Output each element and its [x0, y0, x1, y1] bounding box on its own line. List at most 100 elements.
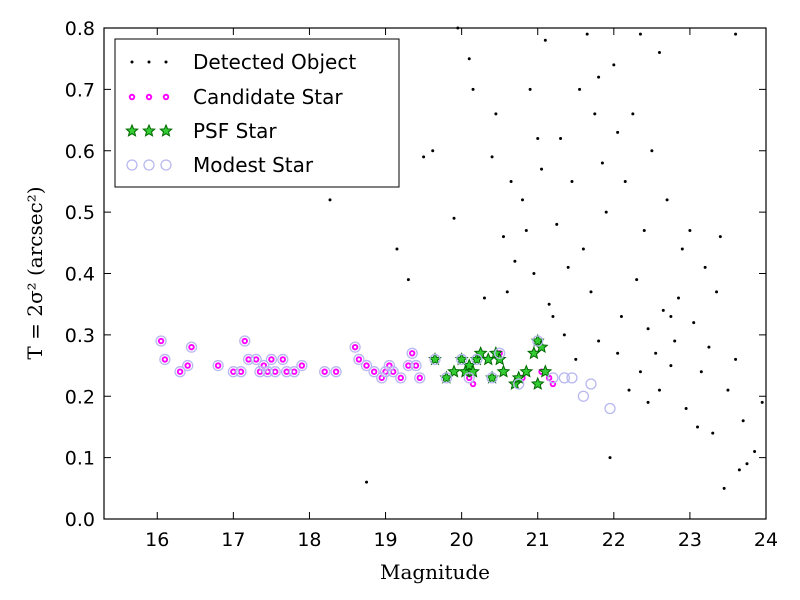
data-point — [597, 75, 601, 79]
data-point — [383, 359, 395, 372]
data-point — [559, 136, 563, 140]
data-point — [227, 366, 240, 378]
data-point — [360, 359, 373, 372]
data-point — [387, 366, 399, 378]
data-point — [490, 155, 494, 159]
legend-label: Modest Star — [193, 153, 314, 177]
x-tick-label: 16 — [145, 529, 169, 551]
data-point — [414, 372, 426, 384]
legend: Detected Object Candidate Star PSF Star Mod… — [114, 38, 400, 188]
data-point — [627, 388, 631, 392]
data-point — [486, 372, 498, 384]
data-point — [722, 486, 726, 490]
data-point — [505, 290, 509, 294]
data-point — [279, 356, 287, 363]
y-tick-label: 0.1 — [65, 448, 95, 470]
data-point — [669, 364, 673, 368]
data-point — [353, 353, 365, 366]
data-point — [566, 265, 570, 269]
legend-marker — [125, 123, 139, 137]
data-point — [254, 366, 266, 378]
data-point — [530, 376, 545, 390]
data-point — [159, 353, 171, 366]
data-point — [562, 333, 566, 337]
data-point — [402, 359, 415, 372]
data-point — [467, 57, 471, 61]
data-point — [349, 341, 361, 353]
data-point — [519, 364, 534, 378]
data-point — [585, 378, 597, 390]
y-tick-label: 0.4 — [65, 264, 95, 286]
data-point — [707, 345, 711, 349]
data-point — [501, 235, 505, 239]
data-point — [496, 364, 511, 378]
data-point — [574, 357, 578, 361]
data-point — [429, 353, 441, 366]
data-point — [235, 366, 247, 378]
data-point — [242, 353, 255, 366]
data-point — [410, 359, 422, 372]
data-point — [351, 343, 359, 351]
data-point — [734, 32, 738, 36]
y-tick-label: 0.6 — [65, 141, 95, 163]
data-point — [536, 136, 540, 140]
y-tick-label: 0.3 — [65, 325, 95, 347]
x-tick-label: 24 — [754, 529, 778, 551]
data-point — [715, 290, 719, 294]
data-point — [447, 364, 461, 378]
data-point — [585, 32, 589, 36]
data-point — [657, 388, 661, 392]
x-tick-label: 21 — [526, 529, 550, 551]
data-point — [589, 290, 593, 294]
data-point — [684, 407, 688, 411]
data-point — [612, 63, 616, 67]
data-point — [268, 356, 275, 363]
data-point — [452, 216, 456, 220]
data-point — [696, 425, 700, 429]
data-point — [558, 372, 571, 384]
x-tick-label: 22 — [602, 529, 626, 551]
data-point — [376, 372, 388, 384]
data-point — [365, 480, 369, 484]
data-point — [440, 372, 453, 384]
data-point — [513, 259, 517, 263]
data-point — [395, 372, 407, 384]
data-point — [258, 359, 270, 372]
data-point — [237, 368, 245, 375]
data-point — [566, 372, 578, 384]
legend-marker — [145, 93, 153, 101]
data-point — [528, 87, 532, 91]
data-point — [745, 462, 749, 466]
legend-item: Candidate Star — [128, 85, 343, 109]
data-point — [753, 449, 757, 453]
legend-marker — [143, 159, 155, 171]
data-point — [370, 368, 378, 375]
data-point — [661, 308, 665, 312]
data-point — [408, 350, 416, 357]
data-point — [157, 337, 165, 345]
data-point — [230, 368, 237, 375]
data-point — [526, 345, 541, 360]
data-point — [657, 51, 661, 55]
x-axis-label: Magnitude — [380, 560, 490, 584]
data-point — [241, 337, 248, 345]
data-point — [277, 353, 289, 366]
data-point — [741, 419, 745, 423]
data-point — [174, 366, 186, 378]
data-point — [540, 167, 544, 171]
data-point — [291, 368, 298, 375]
legend-marker — [142, 123, 156, 137]
data-point — [184, 362, 191, 369]
data-point — [521, 198, 525, 202]
data-point — [319, 366, 331, 378]
legend-marker — [164, 60, 168, 64]
ticks-layer: 16 17 18 19 20 21 22 23 24 0.0 0.1 0.2 0.3 0.4 0.5 0.6 0… — [65, 18, 778, 551]
data-point — [597, 339, 601, 343]
legend-label: Candidate Star — [193, 85, 343, 109]
data-point — [577, 390, 590, 402]
legend-marker — [128, 93, 136, 101]
legend-marker — [162, 93, 170, 101]
data-point — [646, 400, 650, 404]
data-point — [269, 366, 281, 378]
data-point — [608, 456, 612, 460]
